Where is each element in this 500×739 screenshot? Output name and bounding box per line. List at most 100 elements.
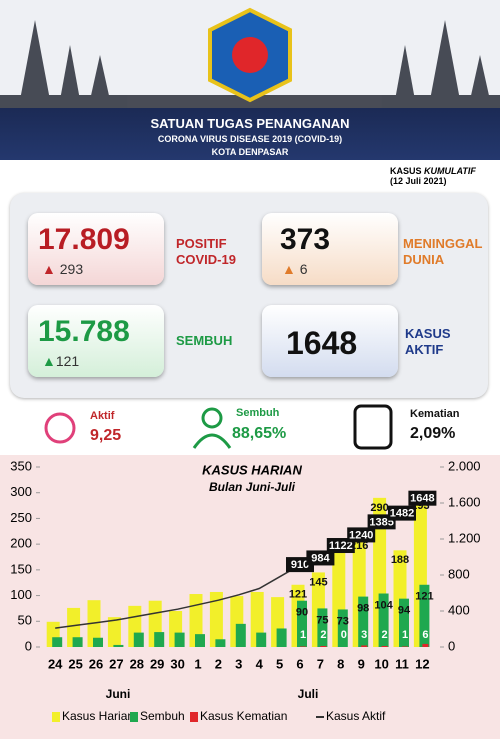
label-box <box>388 505 416 521</box>
data-label: 1122 <box>329 540 353 552</box>
data-label: 0 <box>341 629 347 641</box>
y-tick-label: 250 <box>10 510 32 525</box>
header-title: SATUAN TUGAS PENANGANAN <box>150 116 350 131</box>
x-tick-label: 11 <box>395 656 409 671</box>
bar <box>358 596 369 647</box>
data-label: 75 <box>316 614 328 626</box>
header-city: KOTA DENPASAR <box>211 147 289 157</box>
bar <box>399 598 409 647</box>
bar <box>107 617 121 647</box>
card-value: 15.788 <box>38 315 130 348</box>
x-tick-label: 8 <box>337 656 344 671</box>
chart-title: KASUS HARIAN <box>202 462 302 477</box>
data-label: 1482 <box>390 508 414 520</box>
data-label: 90 <box>296 607 308 619</box>
data-label: 188 <box>391 554 409 566</box>
bar <box>300 646 306 647</box>
legend-label: Sembuh <box>140 709 185 723</box>
x-tick-label: 29 <box>150 656 164 671</box>
x-tick-label: 10 <box>374 656 388 671</box>
bar <box>195 634 205 647</box>
y-tick-label: 200 <box>10 536 32 551</box>
data-label: 290 <box>370 502 388 514</box>
label-box <box>408 490 437 506</box>
x-tick-label: 30 <box>170 656 184 671</box>
legend-swatch <box>52 712 60 722</box>
y2-tick-label: 800 <box>448 566 470 581</box>
card-label: POSITIF COVID-19 <box>176 236 236 267</box>
cumulative-italic: KUMULATIF <box>424 166 476 176</box>
y-tick-label: 50 <box>18 613 32 628</box>
bar <box>422 643 429 647</box>
bar <box>419 584 430 647</box>
x-tick-label: 9 <box>358 656 365 671</box>
month-label: Juli <box>298 687 319 701</box>
rate-label: Kematian <box>410 408 460 420</box>
data-label: 2 <box>382 629 388 641</box>
card-recovered: 15.788 ▲121 <box>28 305 164 377</box>
bar <box>337 609 348 647</box>
bar <box>276 628 287 647</box>
cumulative-label: KASUS <box>390 166 422 176</box>
data-label: 1 <box>300 629 306 641</box>
data-label: 1 <box>402 629 408 641</box>
x-tick-label: 27 <box>109 656 123 671</box>
rate-value: 2,09% <box>410 425 456 442</box>
x-tick-label: 24 <box>48 656 63 671</box>
header-art <box>0 0 500 108</box>
data-label: 2 <box>320 629 326 641</box>
card-positive: 17.809 ▲ 293 <box>28 213 164 285</box>
rate-icons <box>44 404 393 450</box>
rate-label: Aktif <box>90 410 115 422</box>
card-label: SEMBUH <box>176 333 233 348</box>
bar <box>93 637 103 647</box>
bar <box>174 632 185 647</box>
legend-swatch <box>130 712 138 722</box>
y2-tick-label: 0 <box>448 638 455 653</box>
x-tick-label: 5 <box>276 656 283 671</box>
rate-label: Sembuh <box>236 407 280 419</box>
label-box <box>347 527 376 543</box>
header-band: SATUAN TUGAS PENANGANAN CORONA VIRUS DIS… <box>0 108 500 160</box>
bar <box>297 600 307 647</box>
y-tick-label: 350 <box>10 458 32 473</box>
x-tick-label: 26 <box>89 656 103 671</box>
data-label: 984 <box>311 552 330 564</box>
data-label: 104 <box>374 599 393 611</box>
bar <box>361 645 368 647</box>
data-label: 910 <box>291 559 309 571</box>
y2-tick-label: 1.600 <box>448 494 481 509</box>
rate-value: 88,65% <box>232 425 287 442</box>
bar <box>402 646 408 647</box>
x-tick-label: 12 <box>415 656 429 671</box>
y-tick-label: 0 <box>25 638 32 653</box>
bar <box>52 637 63 647</box>
data-label: 145 <box>309 576 327 588</box>
bar <box>215 639 226 647</box>
data-label: 121 <box>289 589 307 601</box>
bar <box>113 644 124 647</box>
bar <box>209 591 223 647</box>
data-label: 98 <box>357 603 369 615</box>
bar <box>317 608 328 647</box>
card-label: MENINGGAL DUNIA <box>403 236 483 267</box>
data-label: 1385 <box>369 516 393 528</box>
data-label: 1648 <box>410 493 434 505</box>
legend-label: Kasus Aktif <box>326 709 386 723</box>
legend-label: Kasus Kematian <box>200 709 287 723</box>
card-active: 1648 <box>262 305 398 377</box>
x-tick-label: 7 <box>317 656 324 671</box>
y-tick-label: 150 <box>10 561 32 576</box>
bar <box>381 645 388 647</box>
card-change-value: 6 <box>299 261 308 277</box>
y-tick-label: 100 <box>10 587 32 602</box>
card-value: 17.809 <box>38 223 130 256</box>
data-label: 3 <box>361 629 367 641</box>
card-change-value: 121 <box>55 353 80 369</box>
x-tick-label: 25 <box>68 656 82 671</box>
bar <box>256 632 267 647</box>
x-tick-label: 6 <box>296 656 303 671</box>
card-change: ▲121 <box>42 353 80 369</box>
card-value: 1648 <box>286 325 358 361</box>
